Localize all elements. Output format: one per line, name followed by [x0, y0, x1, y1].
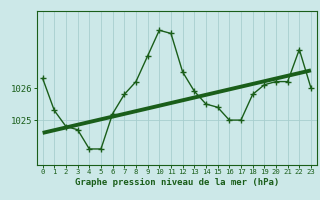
X-axis label: Graphe pression niveau de la mer (hPa): Graphe pression niveau de la mer (hPa) — [75, 178, 279, 187]
